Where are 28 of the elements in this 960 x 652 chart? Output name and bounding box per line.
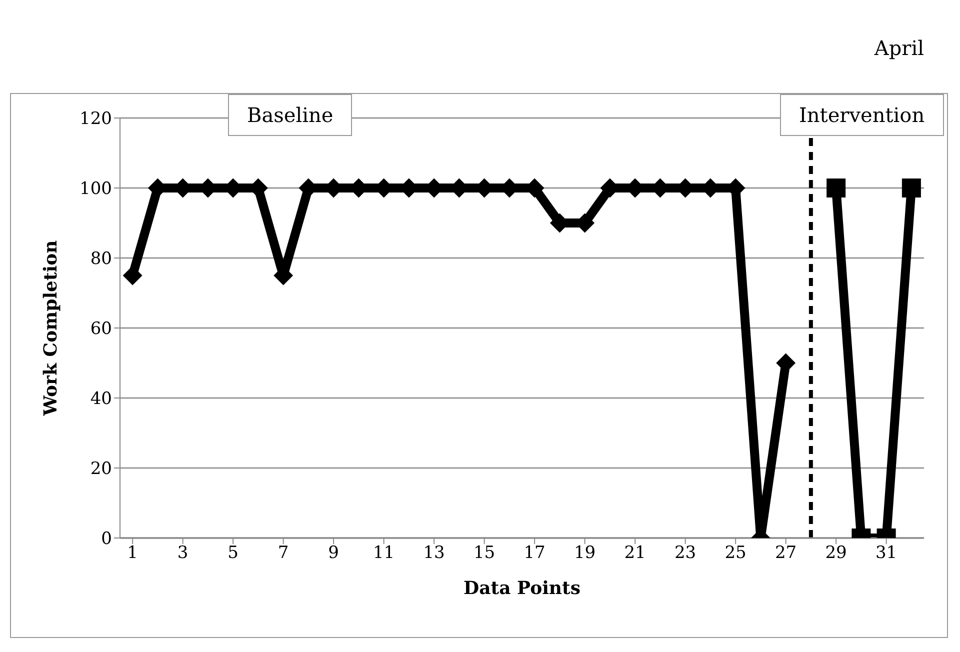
x-tick-label: 5 <box>228 543 238 564</box>
x-tick-label: 27 <box>774 543 797 564</box>
x-tick-label: 19 <box>574 543 596 564</box>
y-tick-label: 80 <box>90 249 112 270</box>
x-tick-label: 1 <box>127 543 138 564</box>
chart-title: April <box>874 36 924 60</box>
x-tick-label: 17 <box>524 543 546 564</box>
y-tick-label: 60 <box>90 319 112 340</box>
x-tick-label: 3 <box>177 543 188 564</box>
x-tick-label: 25 <box>724 543 746 564</box>
x-tick-label: 29 <box>825 543 847 564</box>
y-tick-label: 20 <box>90 459 112 480</box>
x-tick-label: 23 <box>674 543 696 564</box>
x-tick-label: 13 <box>423 543 445 564</box>
annotation: Baseline <box>228 94 352 136</box>
x-tick-label: 11 <box>372 543 395 564</box>
y-axis-title: Work Completion <box>40 240 62 417</box>
x-tick-label: 31 <box>875 543 898 564</box>
y-tick-label: 120 <box>80 109 112 130</box>
y-tick-label: 0 <box>101 529 112 550</box>
y-tick-label: 100 <box>80 179 112 200</box>
x-tick-label: 15 <box>473 543 496 564</box>
x-tick-label: 21 <box>624 543 646 564</box>
x-tick-label: 7 <box>278 543 289 564</box>
y-tick-label: 40 <box>90 389 112 410</box>
x-axis-title: Data Points <box>464 578 580 599</box>
annotation: Intervention <box>780 94 944 136</box>
x-tick-label: 9 <box>328 543 339 564</box>
